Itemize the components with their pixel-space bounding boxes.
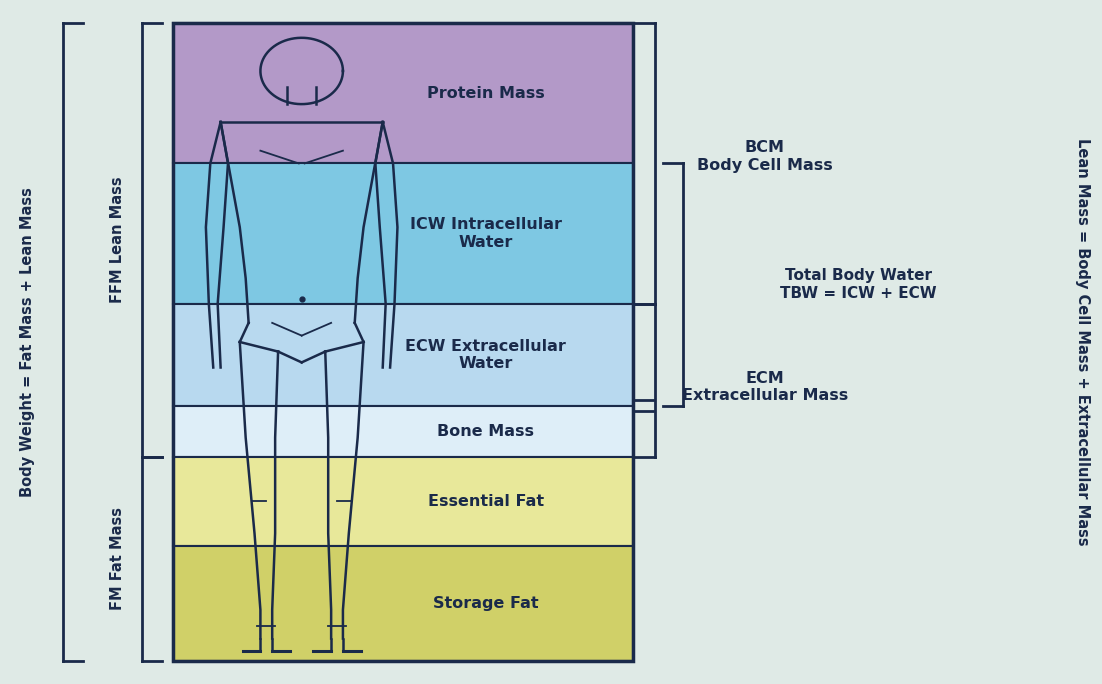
Bar [173, 304, 634, 406]
Text: ICW Intracellular
Water: ICW Intracellular Water [410, 218, 562, 250]
Text: Protein Mass: Protein Mass [426, 86, 544, 101]
Bar [173, 23, 634, 163]
Text: Lean Mass = Body Cell Mass + Extracellular Mass: Lean Mass = Body Cell Mass + Extracellul… [1076, 138, 1090, 546]
Text: ECM
Extracellular Mass: ECM Extracellular Mass [682, 371, 847, 404]
Bar [173, 406, 634, 457]
Text: Storage Fat: Storage Fat [433, 596, 539, 611]
Bar [173, 163, 634, 304]
Text: FFM Lean Mass: FFM Lean Mass [110, 176, 126, 303]
Text: BCM
Body Cell Mass: BCM Body Cell Mass [696, 140, 833, 173]
Text: FM Fat Mass: FM Fat Mass [110, 508, 126, 610]
Text: Total Body Water
TBW = ICW + ECW: Total Body Water TBW = ICW + ECW [780, 268, 937, 301]
Bar [173, 457, 634, 546]
Bar [173, 23, 634, 661]
Text: Bone Mass: Bone Mass [437, 424, 534, 438]
Text: ECW Extracellular
Water: ECW Extracellular Water [406, 339, 566, 371]
Bar [173, 546, 634, 661]
Text: Body Weight = Fat Mass + Lean Mass: Body Weight = Fat Mass + Lean Mass [21, 187, 35, 497]
Text: Essential Fat: Essential Fat [428, 494, 544, 509]
